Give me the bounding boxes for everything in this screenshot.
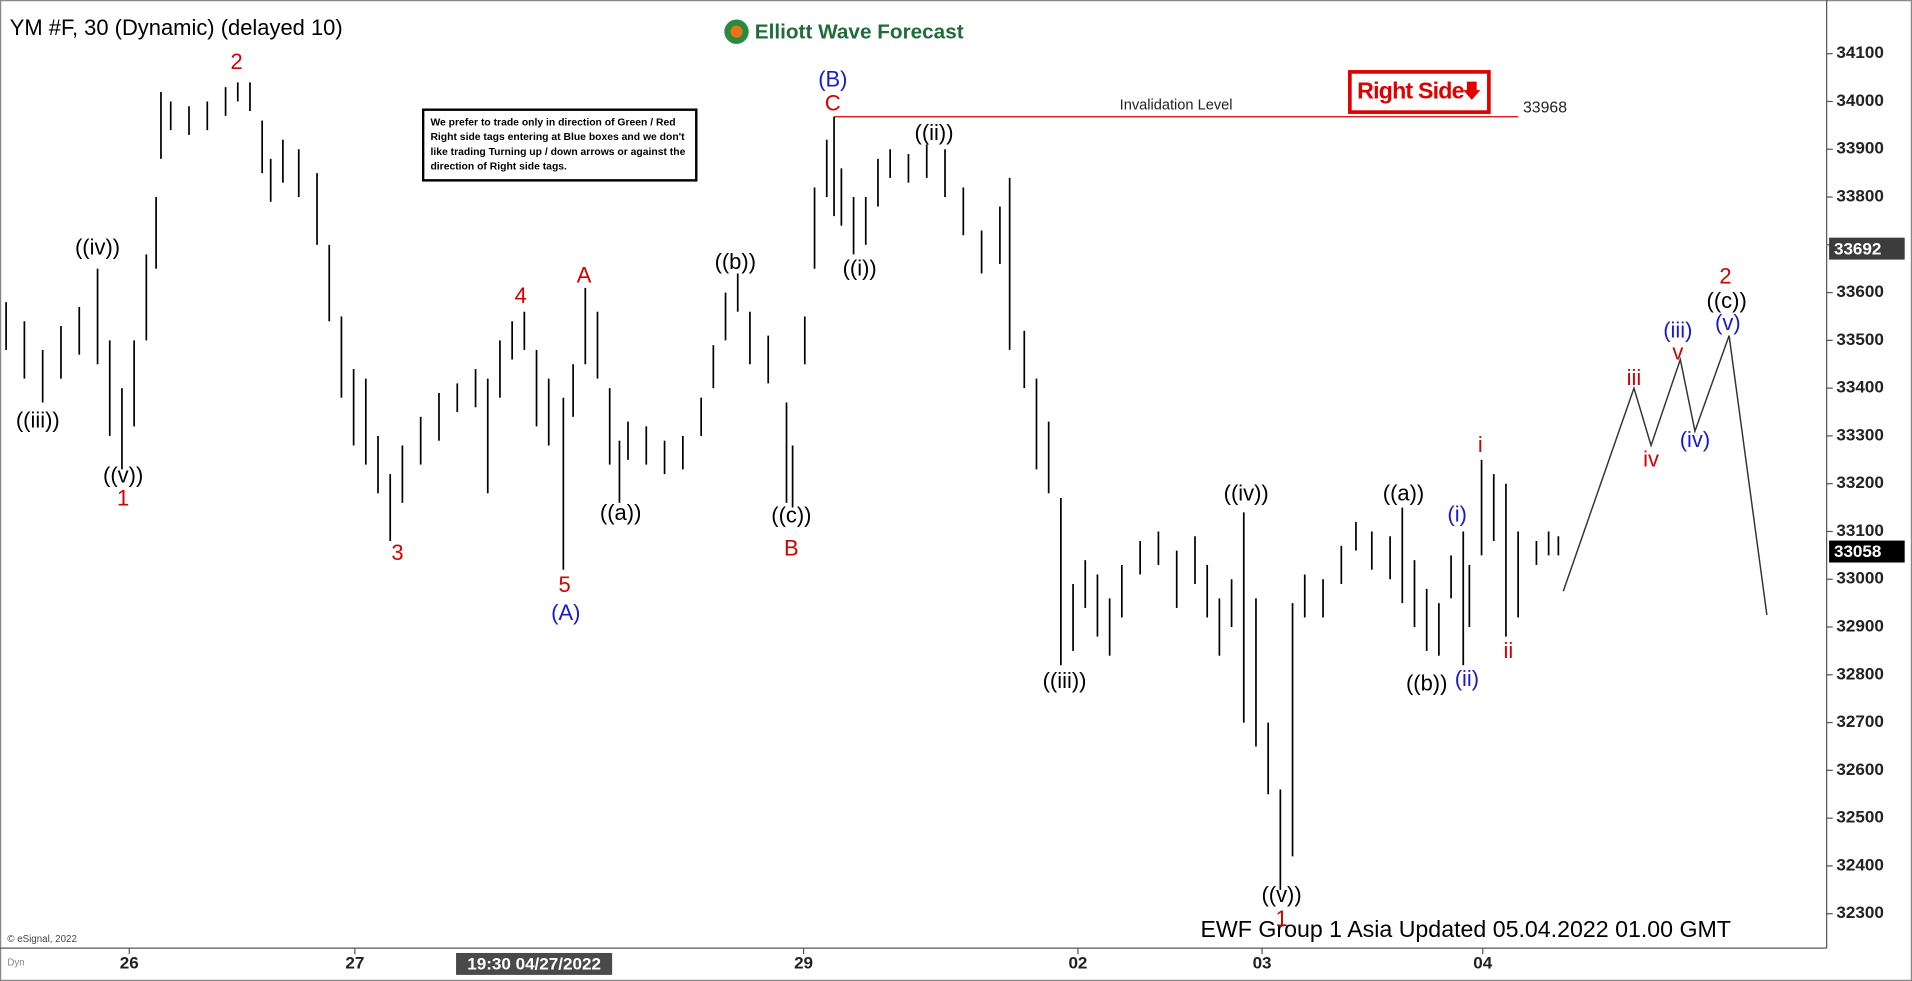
tag-arrow bbox=[1463, 81, 1481, 100]
wave-label: 2 bbox=[230, 49, 242, 74]
y-tick-label: 33600 bbox=[1836, 282, 1883, 301]
wave-label: (ii) bbox=[1455, 666, 1479, 691]
y-tick-label: 33300 bbox=[1836, 425, 1883, 444]
brand-logo: Elliott Wave Forecast bbox=[724, 19, 964, 44]
y-tick-label: 33900 bbox=[1836, 139, 1883, 158]
wave-label: i bbox=[1478, 432, 1483, 457]
y-tick-label: 34000 bbox=[1836, 91, 1883, 110]
wave-label: ((iii)) bbox=[1043, 668, 1087, 693]
tag-box bbox=[1348, 70, 1491, 114]
wave-label: ((i)) bbox=[843, 255, 877, 280]
invalidation-label: Invalidation Level bbox=[1120, 98, 1233, 114]
y-tick-label: 32800 bbox=[1836, 664, 1883, 683]
notice-box: We prefer to trade only in direction of … bbox=[421, 108, 698, 182]
wave-label: (iii) bbox=[1663, 318, 1692, 343]
y-tick-label: 33000 bbox=[1836, 569, 1883, 588]
cursor-label: 19:30 04/27/2022 bbox=[467, 955, 601, 974]
wave-label: ((b)) bbox=[1406, 671, 1447, 696]
right-side-tag: Right Side bbox=[1348, 70, 1491, 114]
wave-label: (B) bbox=[818, 66, 847, 91]
y-tick-label: 33100 bbox=[1836, 521, 1883, 540]
price-marker-box bbox=[1829, 237, 1905, 260]
wave-label: (v) bbox=[1715, 310, 1741, 335]
wave-label: ((b)) bbox=[715, 249, 756, 274]
y-tick-label: 32500 bbox=[1836, 808, 1883, 827]
y-tick-label: 34100 bbox=[1836, 43, 1883, 62]
footer-text: EWF Group 1 Asia Updated 05.04.2022 01.0… bbox=[1200, 916, 1730, 942]
x-tick-label: 29 bbox=[794, 953, 813, 972]
y-tick-label: 32300 bbox=[1836, 903, 1883, 922]
wave-label: ((iv)) bbox=[1224, 480, 1269, 505]
cursor-box bbox=[456, 952, 613, 975]
y-tick-label: 33200 bbox=[1836, 473, 1883, 492]
y-tick-label: 32900 bbox=[1836, 617, 1883, 636]
wave-label: ((a)) bbox=[1383, 480, 1424, 505]
wave-label: ((iv)) bbox=[75, 234, 120, 259]
wave-label: iv bbox=[1643, 447, 1659, 472]
wave-label: ((c)) bbox=[771, 502, 811, 527]
x-tick-label: 03 bbox=[1253, 953, 1272, 972]
wave-label: v bbox=[1672, 340, 1683, 365]
wave-label: ((c)) bbox=[1707, 288, 1747, 313]
wave-label: ((v)) bbox=[103, 462, 143, 487]
wave-label: (i) bbox=[1447, 502, 1467, 527]
projection-path bbox=[1562, 335, 1768, 616]
notice-text: We prefer to trade only in direction of … bbox=[421, 108, 698, 182]
wave-label: 4 bbox=[515, 283, 527, 308]
wave-label: (A) bbox=[551, 600, 580, 625]
wave-label: ((v)) bbox=[1261, 882, 1301, 907]
wave-label: 1 bbox=[117, 486, 129, 511]
y-tick-label: 32600 bbox=[1836, 760, 1883, 779]
corner-label: Dyn bbox=[7, 957, 24, 968]
x-tick-label: 02 bbox=[1068, 953, 1087, 972]
chart-title: YM #F, 30 (Dynamic) (delayed 10) bbox=[10, 15, 343, 40]
wave-label: 5 bbox=[558, 572, 570, 597]
y-tick-label: 32400 bbox=[1836, 855, 1883, 874]
price-marker-label: 33058 bbox=[1834, 542, 1881, 561]
wave-label: 2 bbox=[1719, 264, 1731, 289]
x-tick-label: 26 bbox=[120, 953, 139, 972]
wave-label: ((a)) bbox=[600, 500, 641, 525]
y-tick-label: 33400 bbox=[1836, 378, 1883, 397]
wave-label: 1 bbox=[1275, 906, 1287, 931]
y-tick-label: 33500 bbox=[1836, 330, 1883, 349]
wave-label: iii bbox=[1627, 365, 1642, 390]
tag-text: Right Side bbox=[1357, 78, 1464, 104]
wave-label: ((iii)) bbox=[16, 407, 60, 432]
wave-label: A bbox=[577, 263, 592, 288]
logo-icon bbox=[730, 25, 743, 38]
brand-name: Elliott Wave Forecast bbox=[755, 20, 964, 43]
y-tick-label: 32700 bbox=[1836, 712, 1883, 731]
x-tick-label: 04 bbox=[1473, 953, 1492, 972]
wave-label: C bbox=[825, 91, 841, 116]
wave-label: 3 bbox=[391, 540, 403, 565]
wave-label: (iv) bbox=[1680, 427, 1710, 452]
wave-label: ii bbox=[1504, 638, 1514, 663]
y-tick-label: 33800 bbox=[1836, 187, 1883, 206]
invalidation-value: 33968 bbox=[1523, 99, 1567, 116]
price-marker-label: 33692 bbox=[1834, 239, 1881, 258]
wave-label: ((ii)) bbox=[915, 120, 954, 145]
copyright: © eSignal, 2022 bbox=[7, 934, 77, 945]
x-tick-label: 27 bbox=[345, 953, 364, 972]
price-marker-box bbox=[1829, 540, 1905, 563]
wave-label: B bbox=[784, 535, 799, 560]
